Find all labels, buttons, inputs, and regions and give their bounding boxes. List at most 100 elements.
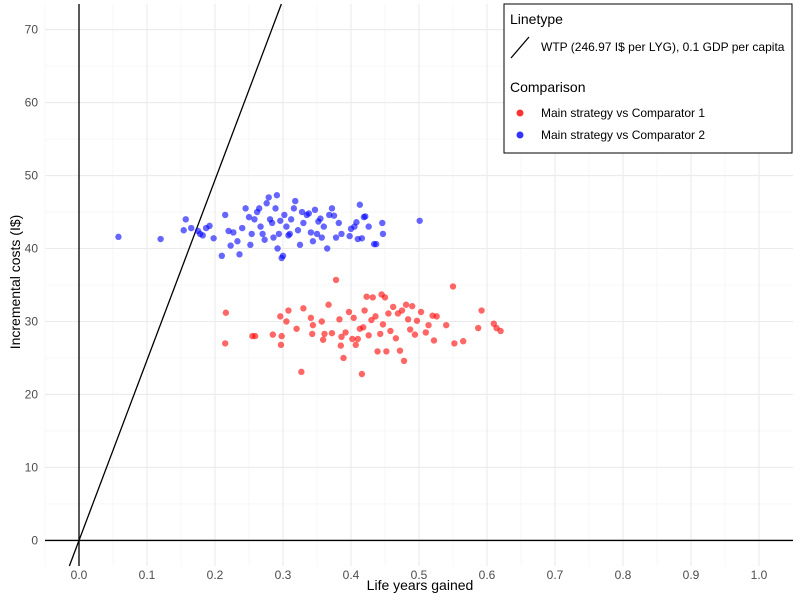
point-comparator-1 [269, 331, 276, 338]
point-comparator-2 [199, 232, 206, 239]
point-comparator-2 [218, 252, 225, 260]
point-comparator-1 [374, 348, 381, 355]
point-comparator-1 [277, 341, 285, 349]
point-comparator-1 [293, 325, 300, 332]
point-comparator-1 [278, 332, 285, 340]
y-tick-label: 0 [31, 533, 38, 547]
point-comparator-2 [210, 235, 217, 242]
y-tick-label: 10 [25, 460, 39, 474]
point-comparator-2 [239, 224, 246, 232]
point-comparator-2 [265, 194, 272, 201]
point-comparator-2 [320, 223, 327, 230]
x-tick-label: 0.8 [615, 568, 632, 582]
point-comparator-2 [332, 234, 340, 241]
x-tick-label: 0.6 [479, 568, 496, 582]
legend-label-comparator-2: Main strategy vs Comparator 2 [541, 128, 705, 142]
point-comparator-1 [328, 329, 336, 337]
point-comparator-2 [248, 230, 255, 238]
point-comparator-1 [381, 294, 389, 301]
point-comparator-1 [478, 307, 485, 314]
point-comparator-1 [337, 342, 344, 349]
y-tick-label: 20 [25, 387, 39, 401]
legend-key-comparator-1 [516, 109, 524, 117]
point-comparator-2 [330, 212, 338, 219]
point-comparator-2 [251, 216, 258, 223]
point-comparator-1 [392, 335, 400, 342]
point-comparator-2 [298, 208, 306, 216]
point-comparator-1 [398, 307, 406, 314]
legend-key-comparator-2 [516, 131, 524, 139]
point-comparator-1 [497, 327, 504, 335]
point-comparator-2 [362, 213, 369, 220]
point-comparator-1 [222, 309, 230, 316]
point-comparator-2 [272, 205, 279, 212]
point-comparator-1 [372, 313, 379, 320]
point-comparator-2 [416, 217, 423, 224]
point-comparator-2 [236, 251, 243, 258]
point-comparator-1 [309, 330, 316, 338]
point-comparator-2 [358, 235, 366, 242]
tick-labels: 0.0 0.1 0.2 0.3 0.4 0.5 0.6 0.7 0.8 0.9 1.0 0 10 20 30… [25, 23, 768, 582]
point-comparator-1 [352, 341, 359, 349]
point-comparator-1 [449, 283, 457, 290]
point-comparator-2 [275, 230, 283, 238]
point-comparator-2 [227, 242, 234, 249]
point-comparator-2 [324, 245, 331, 252]
point-comparator-1 [402, 301, 410, 308]
point-comparator-1 [430, 337, 438, 344]
wtp-line [68, 3, 282, 567]
point-comparator-1 [365, 332, 372, 339]
grid-lines [44, 4, 793, 566]
point-comparator-2 [286, 230, 293, 238]
point-comparator-1 [361, 307, 368, 314]
point-comparator-1 [411, 331, 419, 338]
point-comparator-1 [389, 303, 397, 311]
point-comparator-2 [379, 230, 387, 238]
point-comparator-1 [385, 310, 392, 317]
point-comparator-1 [409, 302, 416, 310]
legend-wtp-key [510, 36, 530, 59]
point-comparator-1 [349, 335, 356, 343]
point-comparator-1 [379, 321, 387, 328]
point-comparator-1 [321, 330, 328, 338]
point-comparator-1 [377, 330, 384, 338]
legend-label-comparator-1: Main strategy vs Comparator 1 [541, 106, 705, 120]
point-comparator-2 [311, 206, 319, 214]
point-comparator-1 [338, 333, 345, 341]
point-comparator-2 [318, 234, 325, 241]
point-comparator-1 [283, 318, 290, 325]
point-comparator-1 [342, 329, 349, 336]
point-comparator-2 [379, 219, 386, 227]
point-comparator-2 [247, 241, 254, 249]
y-axis-title: Incremental costs (I$) [7, 215, 23, 350]
point-comparator-2 [222, 211, 229, 219]
y-tick-label: 40 [25, 242, 39, 256]
point-comparator-2 [287, 216, 295, 223]
point-comparator-2 [234, 238, 241, 245]
point-comparator-2 [259, 230, 266, 238]
point-comparator-2 [277, 217, 284, 224]
data-points [115, 192, 504, 378]
point-comparator-2 [256, 205, 263, 212]
point-comparator-1 [451, 340, 458, 347]
x-tick-label: 0.2 [207, 568, 224, 582]
reference-lines [45, 4, 793, 566]
point-comparator-2 [328, 205, 336, 212]
point-comparator-1 [354, 335, 361, 343]
point-comparator-2 [188, 224, 195, 232]
point-comparator-1 [413, 317, 421, 324]
legend-box [503, 3, 793, 154]
point-comparator-2 [270, 234, 277, 241]
point-comparator-1 [433, 313, 440, 320]
point-comparator-2 [245, 213, 253, 221]
point-comparator-1 [285, 307, 292, 314]
point-comparator-1 [369, 294, 376, 301]
x-axis-title: Life years gained [367, 577, 474, 593]
point-comparator-2 [338, 230, 345, 238]
point-comparator-2 [283, 223, 290, 230]
point-comparator-1 [319, 336, 327, 343]
x-tick-label: 0.0 [71, 568, 88, 582]
point-comparator-1 [400, 357, 408, 365]
x-tick-label: 0.5 [411, 568, 428, 582]
